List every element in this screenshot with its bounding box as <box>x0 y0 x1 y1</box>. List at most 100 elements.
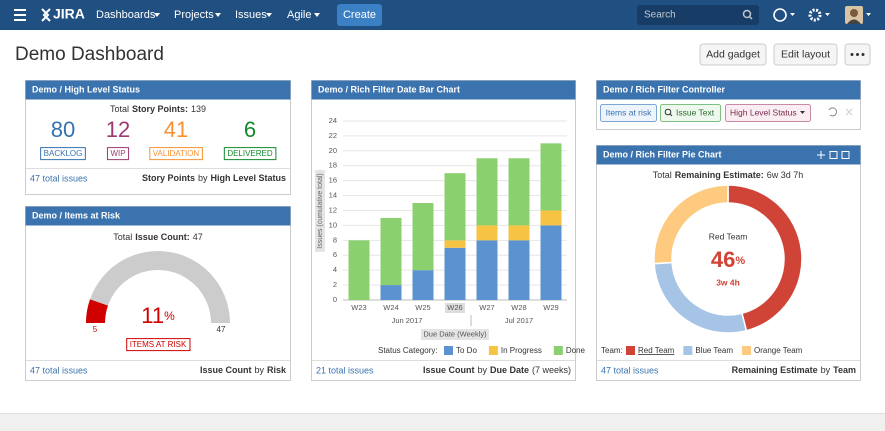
y-tick-label: 18 <box>329 161 337 170</box>
gadget-title: Demo / High Level Status <box>32 84 140 94</box>
center-value: 46 <box>711 247 735 272</box>
total-field: Story Points: <box>132 104 188 114</box>
total-label: Total <box>653 170 672 180</box>
y-tick-label: 22 <box>329 131 337 140</box>
bar-segment <box>349 240 370 300</box>
create-label[interactable]: Create <box>343 9 376 21</box>
gauge-value-label: 5 <box>93 325 98 334</box>
footer-caption: Issue CountbyDue Date(7 weeks) <box>423 365 571 375</box>
footer-caption: Story PointsbyHigh Level Status <box>142 173 286 183</box>
legend-label: Red Team <box>638 346 675 355</box>
gauge-percent-unit: % <box>164 309 175 323</box>
x-tick-label: W29 <box>543 303 558 312</box>
legend-swatch <box>489 346 498 355</box>
x-axis-label: Due Date (Weekly) <box>423 329 487 338</box>
bar-segment <box>541 210 562 225</box>
legend-label: Blue Team <box>695 346 733 355</box>
status-label: BACKLOG <box>44 149 83 158</box>
y-tick-label: 12 <box>329 205 337 214</box>
total-value: 139 <box>191 104 206 114</box>
x-tick-label: W23 <box>351 303 366 312</box>
nav-menu[interactable]: Dashboards <box>96 9 156 21</box>
gadget-title: Demo / Rich Filter Controller <box>603 84 726 94</box>
gauge-max-label: 47 <box>217 325 226 334</box>
total-line: TotalIssue Count:47 <box>113 232 203 242</box>
filter-button-label[interactable]: High Level Status <box>730 107 797 117</box>
header-button-label[interactable]: Edit layout <box>781 48 830 60</box>
avatar-head <box>850 9 858 17</box>
legend-swatch <box>683 346 692 355</box>
total-field: Remaining Estimate: <box>675 170 764 180</box>
y-tick-label: 16 <box>329 176 337 185</box>
footer-field: Issue Count <box>200 365 252 375</box>
legend-swatch <box>742 346 751 355</box>
bar-segment <box>477 158 498 225</box>
bar-segment <box>541 225 562 300</box>
filter-button-label[interactable]: Items at risk <box>606 107 653 117</box>
footer-group: High Level Status <box>210 173 286 183</box>
footer-by: by <box>477 365 487 375</box>
footer-field: Remaining Estimate <box>732 365 818 375</box>
legend-label: To Do <box>456 346 477 355</box>
search-placeholder[interactable]: Search <box>644 10 676 21</box>
y-tick-label: 2 <box>333 280 337 289</box>
total-label: Total <box>113 232 132 242</box>
bar-segment <box>445 173 466 240</box>
legend-label: Done <box>566 346 586 355</box>
bar-segment <box>381 218 402 285</box>
total-value: 47 <box>193 232 203 242</box>
footer-link[interactable]: 47 total issues <box>601 365 659 375</box>
gauge-label: ITEMS AT RISK <box>130 340 187 349</box>
legend-swatch <box>444 346 453 355</box>
footer-link[interactable]: 47 total issues <box>30 365 88 375</box>
total-line: TotalRemaining Estimate:6w 3d 7h <box>653 170 804 180</box>
footer-by: by <box>198 173 208 183</box>
footer-by: by <box>254 365 264 375</box>
footer-group: Risk <box>267 365 287 375</box>
month-label: Jun 2017 <box>392 316 423 325</box>
y-tick-label: 6 <box>333 250 337 259</box>
x-tick-label: W25 <box>415 303 430 312</box>
legend-label: In Progress <box>501 346 542 355</box>
more-dots <box>851 53 865 56</box>
bar-segment <box>509 158 530 225</box>
footer-caption: Remaining EstimatebyTeam <box>732 365 856 375</box>
footer-link[interactable]: 47 total issues <box>30 173 88 183</box>
gadget-title: Demo / Items at Risk <box>32 210 121 220</box>
gadget-title: Demo / Rich Filter Date Bar Chart <box>318 84 460 94</box>
y-tick-label: 14 <box>329 191 337 200</box>
bar-segment <box>413 270 434 300</box>
status-count: 12 <box>106 117 130 142</box>
filter-button-label[interactable]: Issue Text <box>676 107 715 117</box>
y-tick-label: 8 <box>333 235 337 244</box>
nav-menu[interactable]: Projects <box>174 9 214 21</box>
bar-segment <box>477 225 498 240</box>
total-field: Issue Count: <box>135 232 190 242</box>
y-tick-label: 24 <box>329 116 337 125</box>
nav-menu[interactable]: Issues <box>235 9 267 21</box>
status-count: 41 <box>164 117 188 142</box>
footer-group: Team <box>833 365 856 375</box>
header-button-label[interactable]: Add gadget <box>706 48 760 60</box>
nav-menu[interactable]: Agile <box>287 9 311 21</box>
legend-swatch <box>626 346 635 355</box>
bar-segment <box>541 143 562 210</box>
total-line: TotalStory Points:139 <box>110 104 206 114</box>
y-tick-label: 20 <box>329 146 337 155</box>
footer-link[interactable]: 21 total issues <box>316 365 374 375</box>
gauge-percent-value: 11 <box>141 303 164 328</box>
footer-by: by <box>821 365 831 375</box>
logo[interactable]: JIRA <box>53 6 85 22</box>
y-tick-label: 10 <box>329 220 337 229</box>
bar-segment <box>445 240 466 247</box>
gadget-title: Demo / Rich Filter Pie Chart <box>603 149 722 159</box>
status-label: WIP <box>110 149 125 158</box>
page-footer <box>0 413 885 431</box>
month-label: Jul 2017 <box>505 316 533 325</box>
bar-segment <box>509 240 530 300</box>
status-label: VALIDATION <box>153 149 200 158</box>
footer-caption: Issue CountbyRisk <box>200 365 287 375</box>
x-tick-label: W26 <box>447 303 462 312</box>
legend-title: Team: <box>601 346 623 355</box>
footer-field: Story Points <box>142 173 195 183</box>
